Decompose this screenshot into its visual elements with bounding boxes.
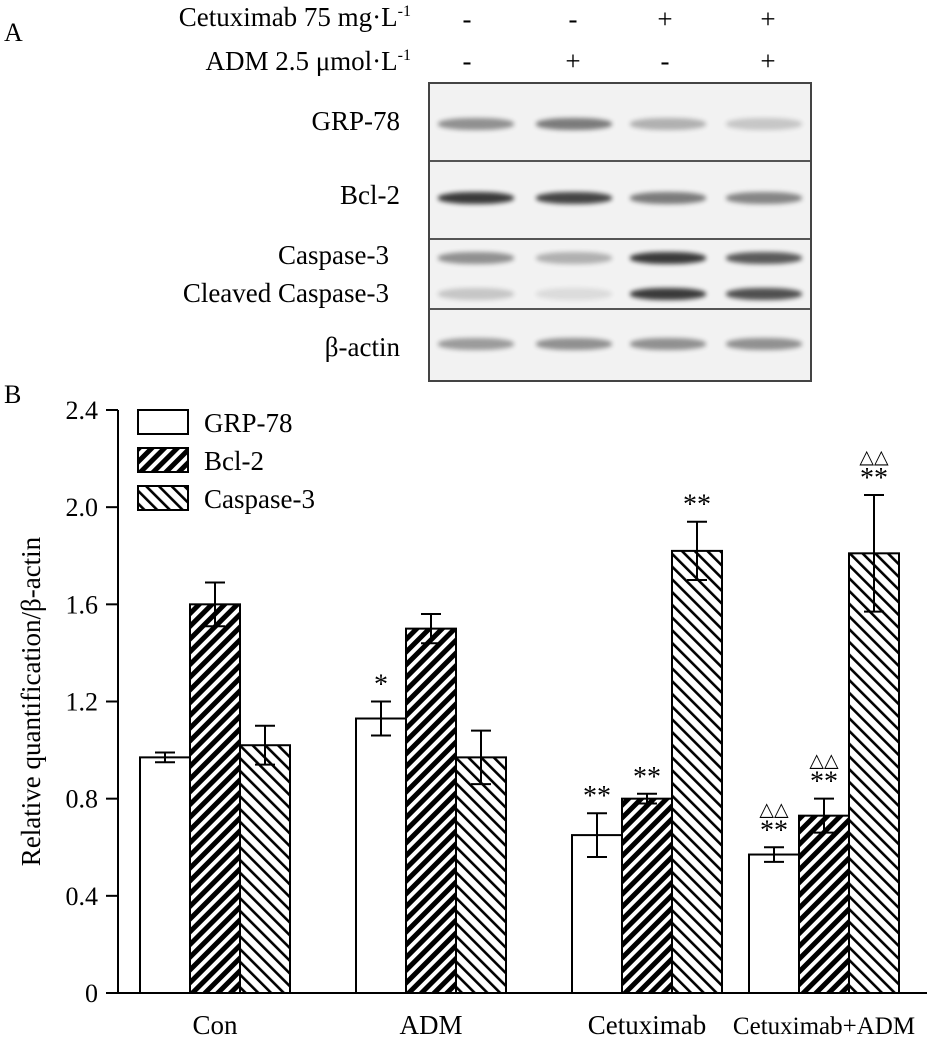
chart-bars [139,494,900,994]
band-label-caspase3: Caspase-3 [278,240,389,270]
y-tick-label: 2.4 [66,396,99,425]
legend-label: Caspase-3 [204,484,315,514]
blot-band [630,288,706,300]
blot-band [536,252,612,264]
blot-band [726,118,802,130]
blot-band [630,252,706,264]
bar-grp-78 [355,717,407,994]
bar-bcl-2 [189,603,241,994]
blot-band [438,252,514,264]
blot-band [438,192,514,204]
bar-caspase-3 [848,552,900,994]
blot-band [630,338,706,350]
y-tick-label: 0 [85,979,98,1008]
significance-label: ** [633,762,661,793]
treatment-label-cetuximab: Cetuximab 75 mg·L-1 [179,2,411,33]
cetuximab-mark: + [657,4,673,34]
bar-grp-78 [139,756,191,994]
y-tick-label: 0.8 [66,785,99,814]
x-tick-label: Cetuximab [588,1010,706,1040]
treatment-adm-sup: -1 [397,47,411,64]
cetuximab-mark: + [760,4,776,34]
legend-label: Bcl-2 [204,446,264,476]
adm-mark: + [565,46,581,76]
chart-labels: 0 0.4 0.8 1.2 1.6 2.0 2.4 Relative quantificati… [16,396,915,1040]
bar-grp-78 [571,834,623,994]
significance-label-triangle: △△ [809,750,839,772]
blot-row-grp78 [430,84,810,162]
blot-band [630,192,706,204]
significance-label: ** [810,767,838,798]
blot-band [726,252,802,264]
blot-band [536,118,612,130]
bar-caspase-3 [455,756,507,994]
y-tick-label: 2.0 [66,493,99,522]
blot-band [726,338,802,350]
bar-grp-78 [748,853,800,994]
treatment-cetuximab-text: Cetuximab 75 mg·L [178,2,398,32]
panel-b-letter: B [4,380,22,409]
x-tick-label: Cetuximab+ADM [733,1013,915,1040]
significance-label: ** [760,815,788,846]
y-tick-label: 1.6 [66,590,99,619]
significance-label: * [374,670,388,701]
band-label-bcl2: Bcl-2 [340,180,400,210]
blot-band [536,338,612,350]
bar-caspase-3 [239,744,291,994]
chart-legend: GRP-78 Bcl-2 Caspase-3 [137,408,315,514]
significance-label: ** [860,463,888,494]
x-tick-label: Con [192,1010,238,1040]
treatment-label-adm: ADM 2.5 μmol·L-1 [205,46,411,77]
blot-band [726,192,802,204]
bar-caspase-3 [671,549,723,994]
band-label-beta-actin: β-actin [324,332,400,362]
adm-mark: - [660,46,670,76]
blot-band [536,192,612,204]
band-label-grp78: GRP-78 [311,106,400,136]
legend-swatch [137,409,189,435]
cetuximab-mark: - [568,4,578,34]
significance-label-triangle: △△ [859,446,889,468]
blot-band [630,118,706,130]
blot-row-bcl2 [430,162,810,240]
significance-label: ** [683,490,711,521]
y-tick-label: 0.4 [66,882,99,911]
western-blot-image [428,82,812,382]
bar-bcl-2 [405,627,457,994]
adm-mark: + [760,46,776,76]
y-tick-label: 1.2 [66,688,99,717]
x-tick-label: ADM [399,1010,462,1040]
treatment-adm-text: ADM 2.5 μmol·L [205,46,398,76]
legend-swatch [137,485,189,511]
blot-band [438,118,514,130]
bar-bcl-2 [798,814,850,994]
blot-band [438,338,514,350]
blot-row-caspase3 [430,240,810,310]
legend-swatch [137,447,189,473]
significance-label-triangle: △△ [759,798,789,820]
panel-a-letter: A [4,18,23,47]
band-label-cleaved-caspase3: Cleaved Caspase-3 [182,278,389,308]
y-axis-label: Relative quantification/β-actin [16,536,46,866]
significance-label: ** [583,781,611,812]
adm-mark: - [462,46,472,76]
treatment-cetuximab-sup: -1 [397,3,411,20]
blot-band [536,288,612,300]
blot-band [726,288,802,300]
cetuximab-mark: - [462,4,472,34]
blot-band [438,288,514,300]
legend-label: GRP-78 [204,408,293,438]
bar-bcl-2 [621,797,673,994]
bar-chart: 0 0.4 0.8 1.2 1.6 2.0 2.4 Relative quantificati… [16,396,927,1040]
